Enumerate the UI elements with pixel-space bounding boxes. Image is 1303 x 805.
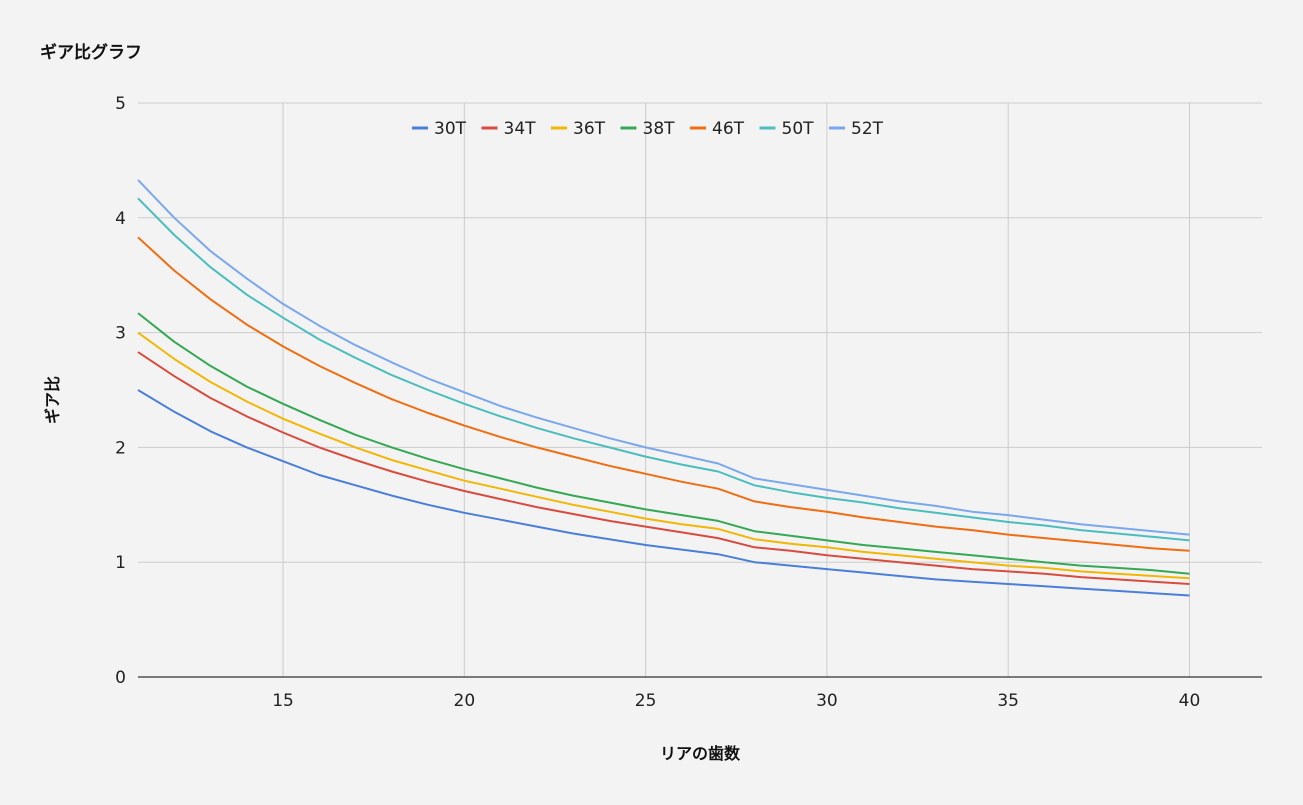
x-tick-label: 40 (1179, 691, 1201, 711)
x-axis-title: リアの歯数 (660, 744, 741, 763)
series-lines (137, 179, 1190, 597)
legend-label: 52T (851, 119, 884, 139)
y-tick-label: 0 (115, 668, 126, 688)
legend-label: 34T (504, 119, 537, 139)
legend-label: 36T (573, 119, 606, 139)
y-tick-label: 3 (115, 324, 126, 344)
series-line-36t (137, 331, 1190, 580)
legend-label: 50T (782, 119, 815, 139)
axes: 0 1 2 3 4 5 15 20 25 30 35 40 (115, 94, 1262, 711)
y-tick-label: 5 (115, 94, 126, 114)
x-tick-label: 20 (454, 691, 476, 711)
grid (138, 102, 1262, 677)
series-line-52t (137, 179, 1190, 536)
x-tick-label: 35 (997, 691, 1019, 711)
series-line-46t (137, 236, 1190, 552)
y-tick-label: 1 (115, 553, 126, 573)
legend: 30T 34T 36T 38T 46T 50T 52T (412, 119, 884, 139)
x-tick-label: 15 (272, 691, 294, 711)
legend-label: 46T (712, 119, 745, 139)
x-tick-label: 30 (816, 691, 838, 711)
chart-title: ギア比グラフ (40, 42, 142, 63)
legend-item-36t: 36T (551, 119, 606, 139)
y-tick-label: 2 (115, 438, 126, 458)
series-line-34t (137, 351, 1190, 585)
series-line-30t (137, 389, 1190, 597)
y-tick-label: 4 (115, 209, 126, 229)
legend-item-34t: 34T (481, 119, 537, 139)
legend-item-30t: 30T (412, 119, 467, 139)
legend-label: 30T (434, 119, 467, 139)
x-tick-label: 25 (635, 691, 657, 711)
series-line-50t (137, 197, 1190, 542)
legend-label: 38T (643, 119, 676, 139)
series-line-38t (137, 312, 1190, 575)
legend-item-50t: 50T (759, 119, 815, 139)
y-axis-title: ギア比 (43, 376, 62, 424)
legend-item-38t: 38T (620, 119, 676, 139)
legend-item-46t: 46T (690, 119, 745, 139)
legend-item-52t: 52T (829, 119, 884, 139)
